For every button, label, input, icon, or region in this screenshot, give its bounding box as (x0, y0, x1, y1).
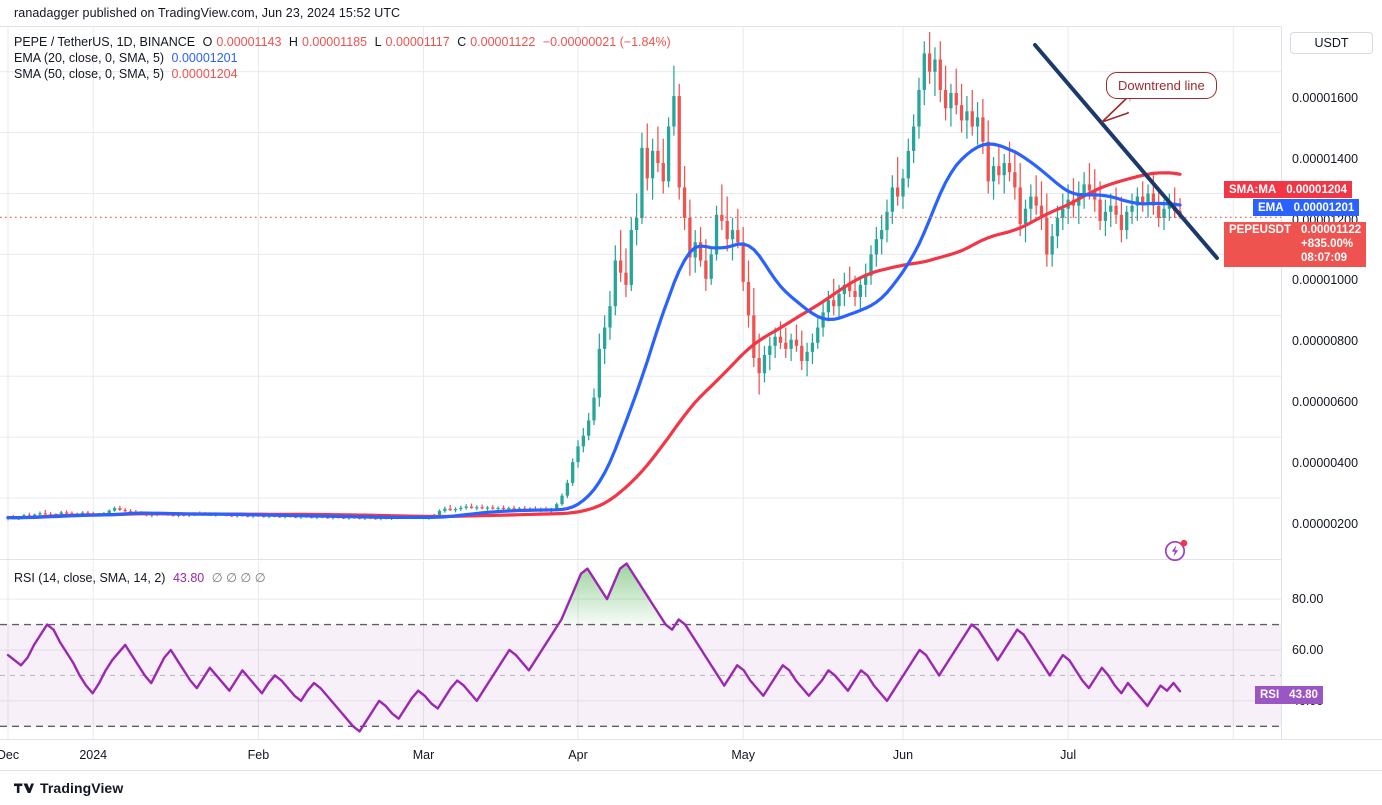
legend-row-ema[interactable]: EMA (20, close, 0, SMA, 5) 0.00001201 (14, 50, 675, 66)
legend-symbol: PEPE / TetherUS, 1D, BINANCE (14, 35, 196, 49)
price-pane[interactable] (0, 26, 1281, 559)
legend-open-value: 0.00001143 (216, 35, 282, 49)
last-tag-price: 0.00001122 (1301, 224, 1362, 236)
pane-separator (0, 559, 1281, 560)
rsi-tick-label: 60.00 (1292, 643, 1324, 657)
ema-price-tag[interactable]: EMA 0.00001201 (1253, 199, 1360, 216)
rsi-tick-label: 80.00 (1292, 592, 1324, 607)
time-tick-label: Dec (0, 748, 20, 762)
sma-price-tag[interactable]: SMA:MA 0.00001204 (1224, 181, 1353, 198)
time-tick-label: 2024 (79, 748, 108, 762)
time-tick-label: May (731, 748, 755, 762)
axis-separator (1281, 26, 1282, 739)
time-axis[interactable]: Dec 2024 Feb Mar Apr May Jun Jul (0, 740, 1382, 770)
time-tick-label: Jun (892, 748, 914, 762)
price-tick-label: 0.00000600 (1292, 395, 1359, 410)
legend-rsi-title: RSI (14, close, SMA, 14, 2) (14, 571, 166, 585)
ema-tag-value: 0.00001201 (1288, 199, 1360, 216)
legend-low-value: 0.00001117 (385, 35, 450, 49)
legend-high-key: H (288, 35, 298, 49)
legend-sma-title: SMA (50, close, 0, SMA, 5) (14, 67, 165, 81)
legend-ema-value: 0.00001201 (171, 51, 238, 65)
last-tag-symbol: PEPEUSDT (1224, 222, 1296, 267)
price-tick-label: 0.00001600 (1292, 90, 1359, 105)
rsi-value-tag[interactable]: RSI 43.80 (1255, 686, 1323, 704)
published-byline: ranadagger published on TradingView.com,… (14, 6, 401, 20)
legend-ema-title: EMA (20, close, 0, SMA, 5) (14, 51, 165, 65)
time-tick-label: Apr (568, 748, 588, 762)
last-tag-values: 0.00001122 +835.00% 08:07:09 (1296, 222, 1367, 267)
legend-low-key: L (374, 35, 382, 49)
price-tick-label: 0.00000800 (1292, 334, 1359, 349)
legend-change: −0.00000021 (−1.84%) (542, 35, 671, 49)
rsi-tag-label: RSI (1255, 686, 1285, 704)
tradingview-mark-icon (14, 783, 34, 793)
footer: TradingView (0, 770, 1382, 805)
downtrend-annotation[interactable]: Downtrend line (1106, 72, 1217, 99)
legend-rsi-empty: ∅ ∅ ∅ ∅ (211, 571, 266, 585)
sma-tag-value: 0.00001204 (1281, 181, 1353, 198)
last-price-tag[interactable]: PEPEUSDT 0.00001122 +835.00% 08:07:09 (1224, 222, 1367, 267)
price-tick-label: 0.00001000 (1292, 273, 1359, 288)
sma-tag-label: SMA:MA (1224, 181, 1282, 198)
legend-high-value: 0.00001185 (301, 35, 368, 49)
rsi-legend[interactable]: RSI (14, close, SMA, 14, 2) 43.80 ∅ ∅ ∅ … (14, 570, 270, 586)
legend-row-rsi[interactable]: RSI (14, close, SMA, 14, 2) 43.80 ∅ ∅ ∅ … (14, 570, 270, 586)
price-tick-label: 0.00001400 (1292, 151, 1359, 166)
time-tick-label: Jul (1060, 748, 1077, 762)
time-tick-label: Mar (412, 748, 435, 762)
legend-sma-value: 0.00001204 (171, 67, 238, 81)
legend-close-value: 0.00001122 (470, 35, 536, 49)
time-axis-separator (0, 739, 1382, 740)
price-axis[interactable]: USDT 0.00001600 0.00001400 0.00001200 0.000… (1282, 26, 1382, 739)
rsi-pane[interactable] (0, 561, 1281, 739)
time-tick-label: Feb (247, 748, 270, 762)
legend-close-key: C (457, 35, 467, 49)
legend-row-sma[interactable]: SMA (50, close, 0, SMA, 5) 0.00001204 (14, 66, 675, 82)
chart-frame (0, 26, 1382, 770)
legend-rsi-value: 43.80 (172, 571, 205, 585)
rsi-chart-svg (0, 561, 1281, 739)
tradingview-wordmark: TradingView (40, 780, 124, 796)
price-chart-svg (0, 26, 1281, 559)
tradingview-logo[interactable]: TradingView (14, 780, 123, 796)
last-tag-change: +835.00% (1301, 238, 1354, 250)
last-tag-countdown: 08:07:09 (1301, 252, 1348, 264)
price-tick-label: 0.00000200 (1292, 517, 1359, 532)
legend-open-key: O (202, 35, 213, 49)
price-tick-label: 0.00000400 (1292, 456, 1359, 471)
currency-selector[interactable]: USDT (1290, 32, 1373, 54)
rsi-tag-value: 43.80 (1284, 686, 1323, 704)
legend-row-symbol[interactable]: PEPE / TetherUS, 1D, BINANCE O 0.00001143… (14, 34, 675, 50)
lightning-alert-icon[interactable] (1163, 537, 1189, 563)
ema-tag-label: EMA (1253, 199, 1289, 216)
price-legend[interactable]: PEPE / TetherUS, 1D, BINANCE O 0.00001143… (14, 34, 675, 82)
